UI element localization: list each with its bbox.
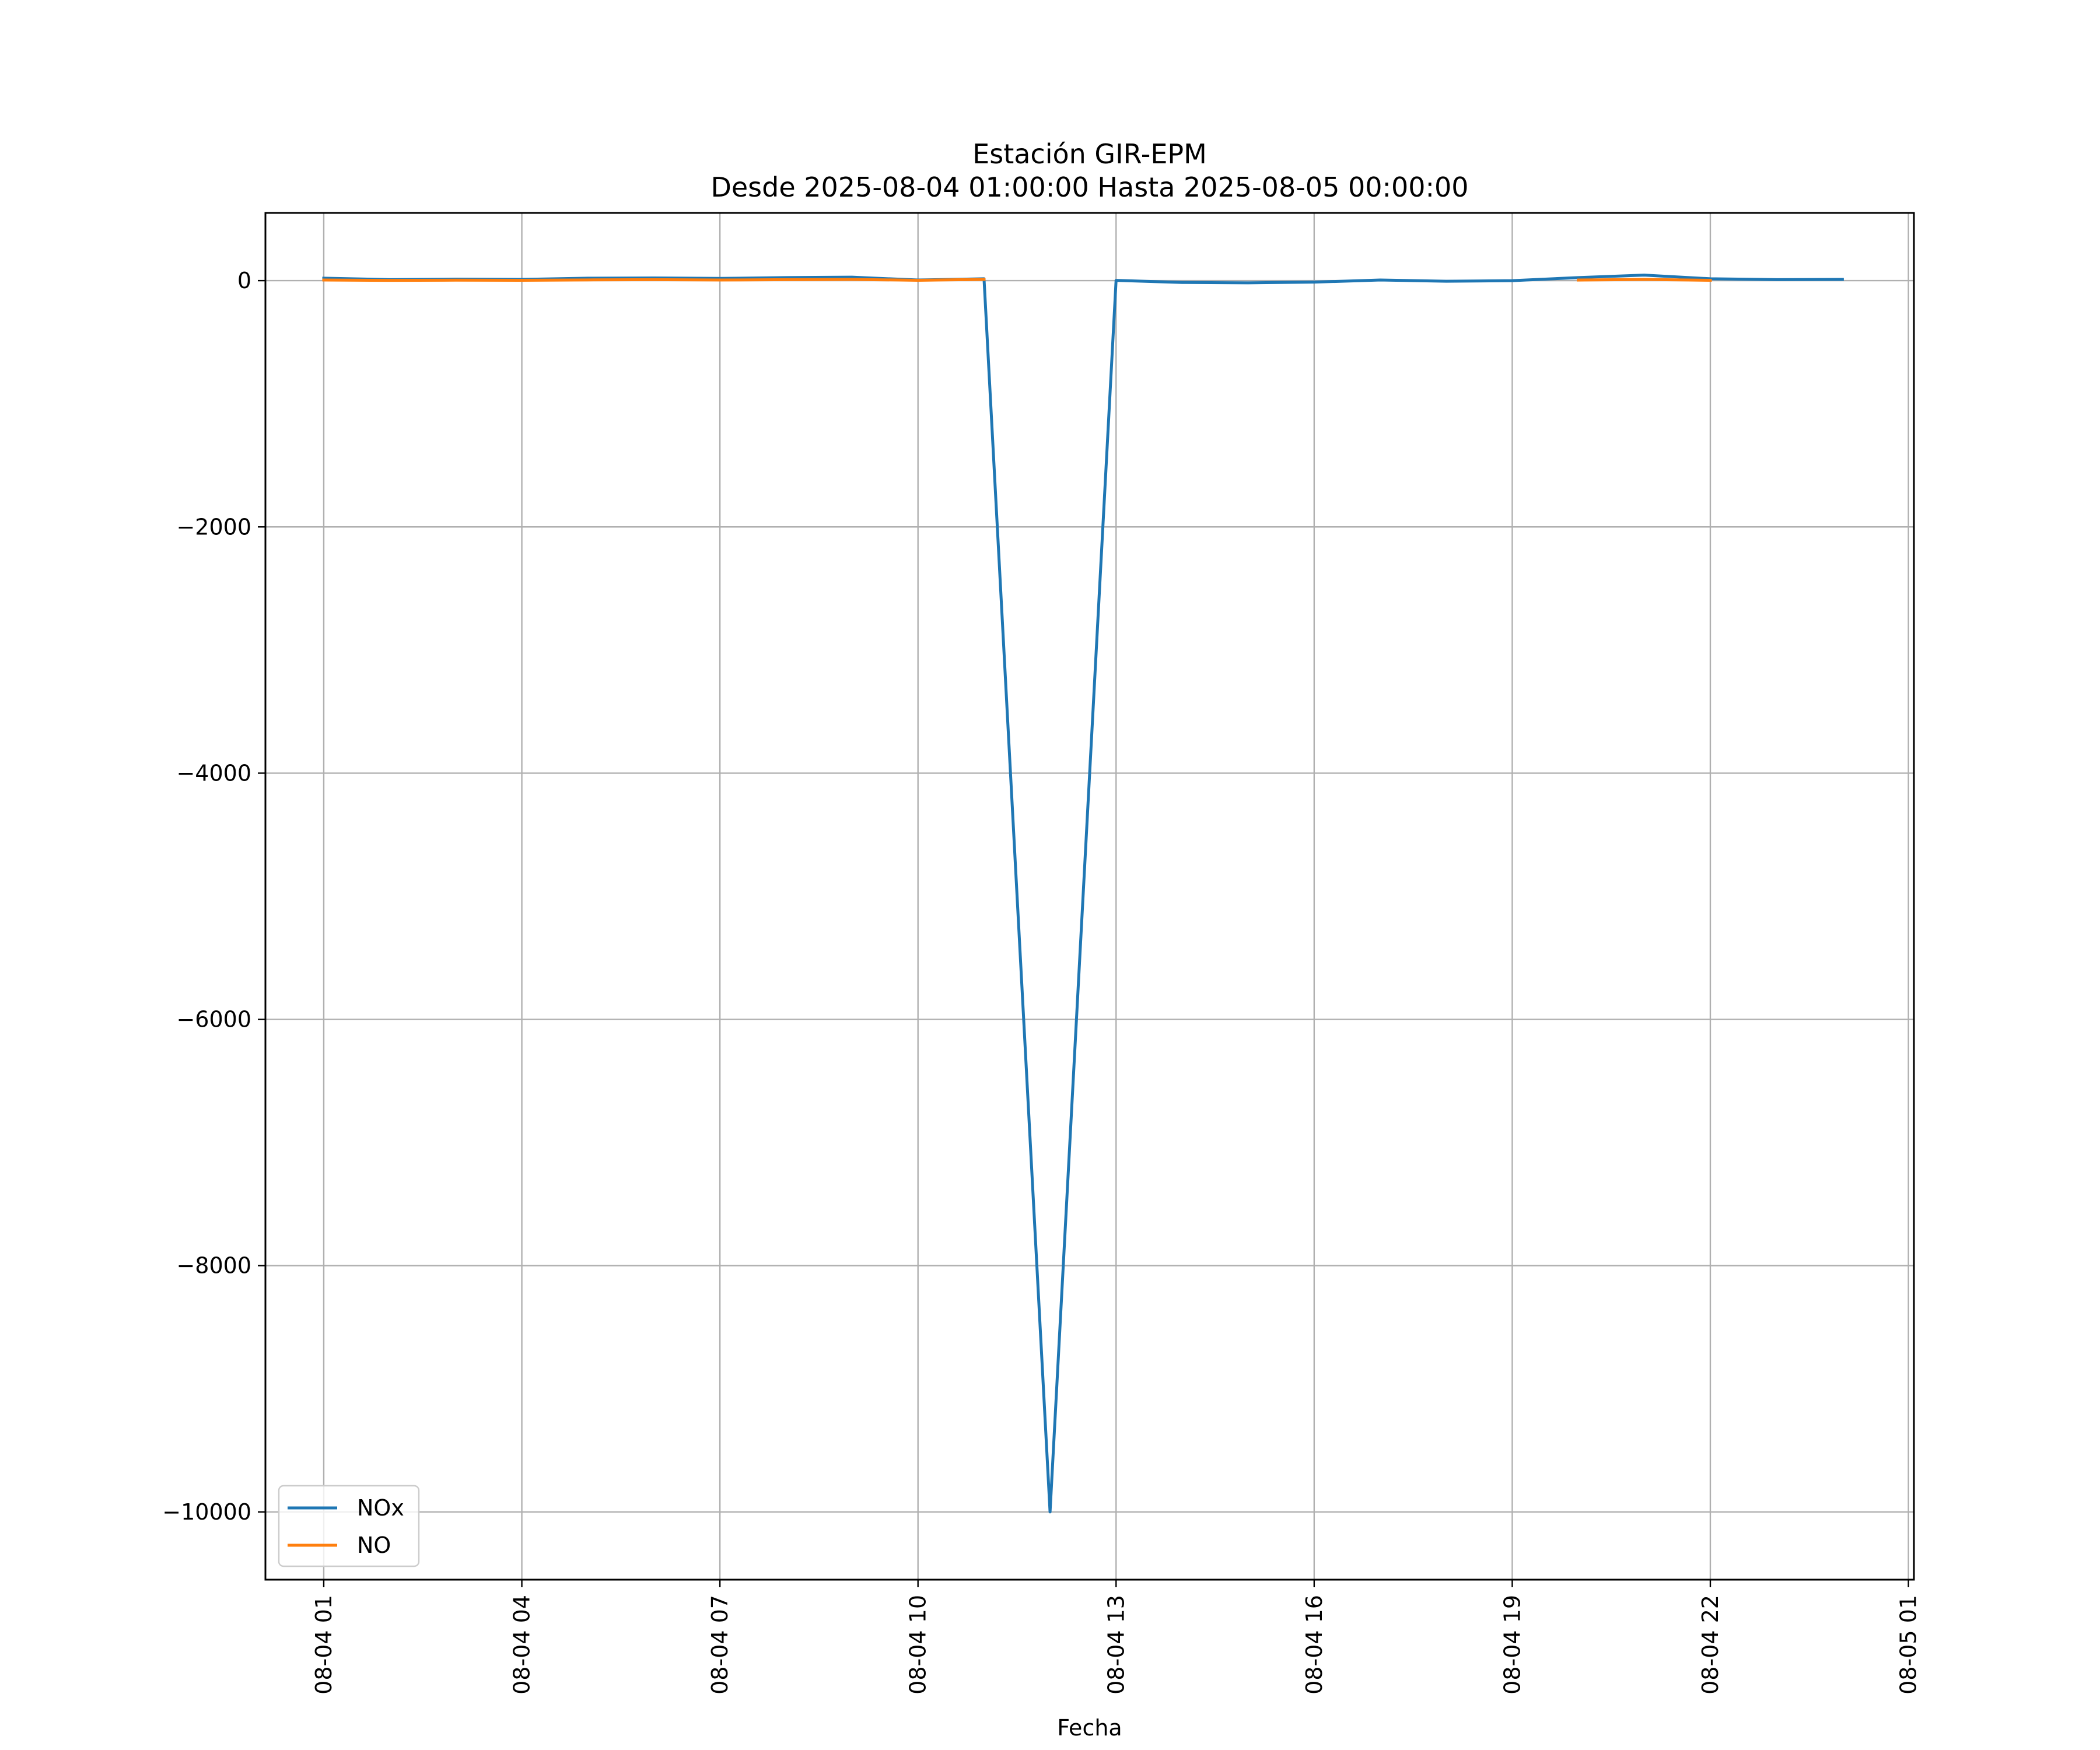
x-axis-label: Fecha — [1057, 1715, 1122, 1741]
series-line-no — [322, 278, 1712, 282]
x-tick-label: 08-04 01 — [311, 1595, 337, 1695]
legend-label-no: NO — [357, 1532, 391, 1558]
x-tick-label: 08-04 19 — [1499, 1595, 1525, 1695]
y-tick-label: −2000 — [176, 514, 251, 540]
chart-subtitle: Desde 2025-08-04 01:00:00 Hasta 2025-08-… — [710, 172, 1468, 203]
legend: NOx NO — [278, 1485, 420, 1567]
plot-frame — [264, 212, 1915, 1581]
x-tick-label: 08-05 01 — [1896, 1595, 1922, 1695]
x-tick-label: 08-04 07 — [707, 1595, 733, 1695]
y-tick-label: 0 — [237, 268, 251, 293]
x-tick-label: 08-04 10 — [905, 1595, 931, 1695]
x-tick-label: 08-04 16 — [1301, 1595, 1327, 1695]
grid — [265, 213, 1914, 1580]
x-tick-label: 08-04 13 — [1103, 1595, 1129, 1695]
x-axis: 08-04 01 08-04 04 08-04 07 08-04 10 08-04 13… — [311, 1580, 1922, 1695]
chart-title: Estación GIR-EPM — [972, 138, 1207, 170]
series-line-nox — [322, 274, 1844, 1514]
y-tick-label: −10000 — [162, 1499, 251, 1525]
y-axis: 0 −2000 −4000 −6000 −8000 −10000 — [162, 268, 265, 1525]
x-tick-label: 08-04 22 — [1698, 1595, 1723, 1695]
y-tick-label: −4000 — [176, 760, 251, 786]
y-tick-label: −6000 — [176, 1007, 251, 1032]
legend-label-nox: NOx — [357, 1495, 404, 1521]
x-tick-label: 08-04 04 — [509, 1595, 535, 1695]
series-layer — [322, 274, 1844, 1514]
y-tick-label: −8000 — [176, 1253, 251, 1279]
